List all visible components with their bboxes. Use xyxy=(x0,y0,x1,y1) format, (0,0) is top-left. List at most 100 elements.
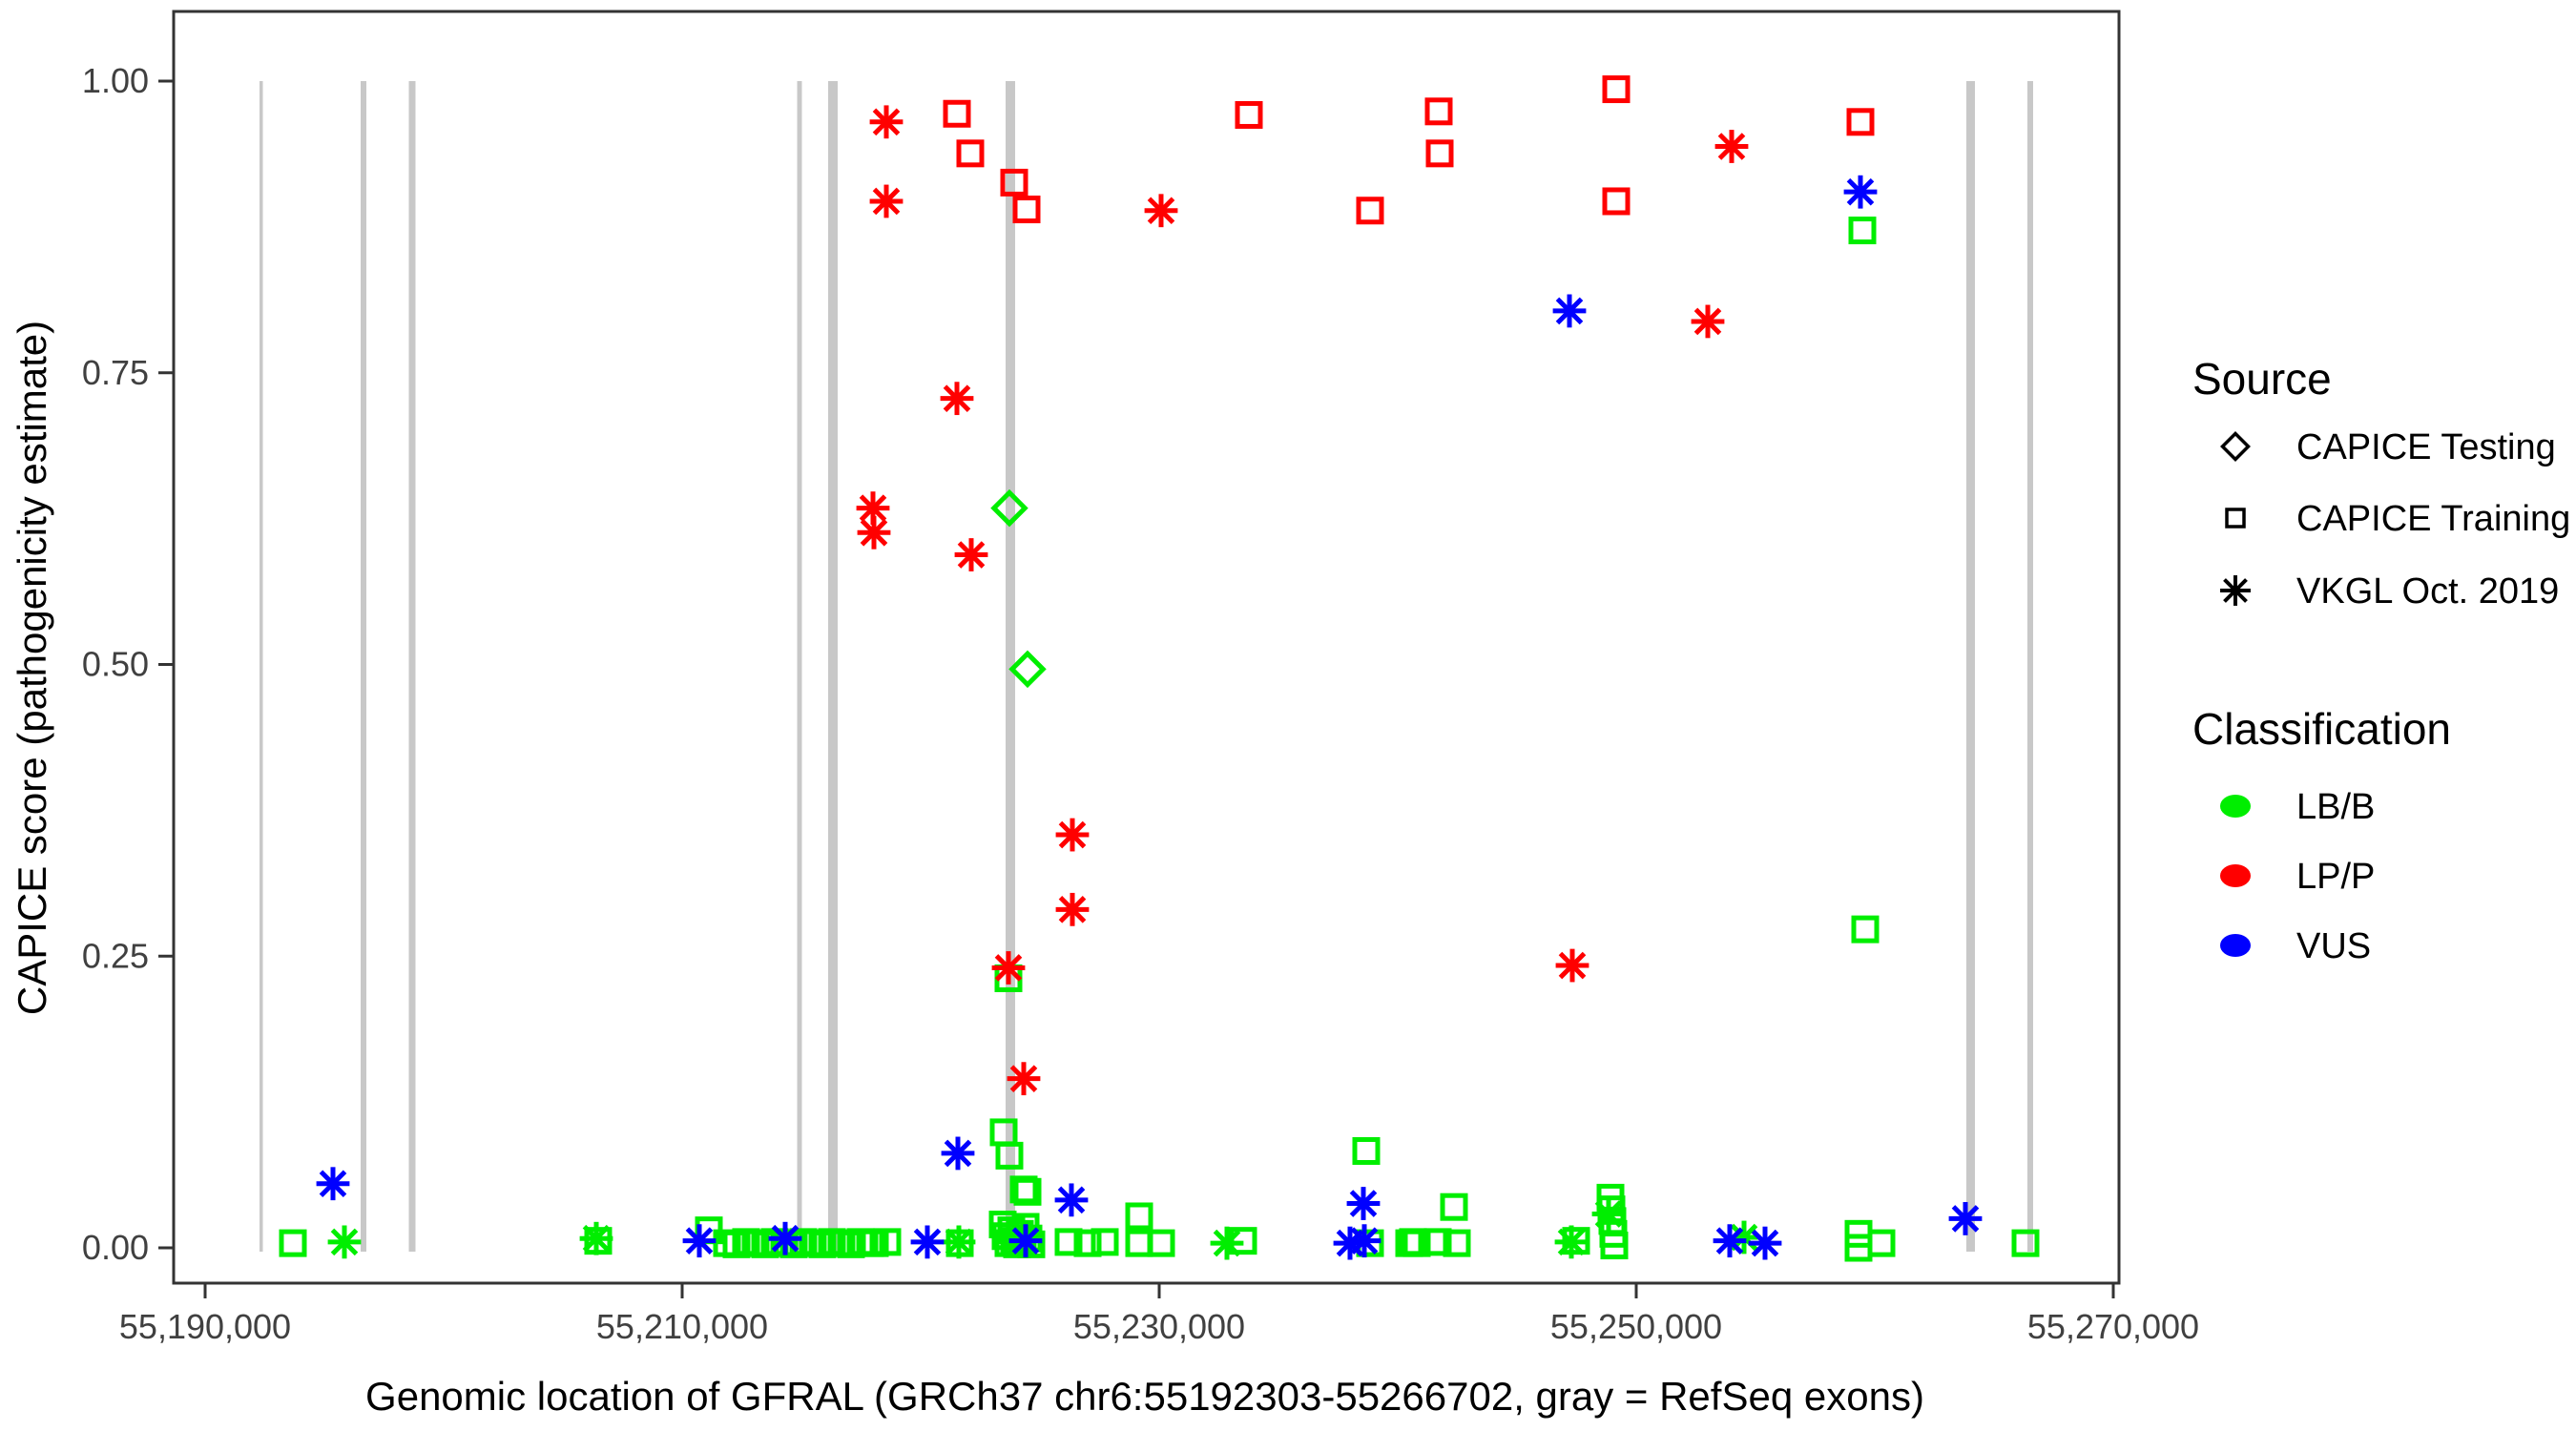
exon-bars-layer xyxy=(260,81,2033,1252)
vus-dot-icon xyxy=(2220,934,2251,957)
legend-classification-title: Classification xyxy=(2192,704,2451,754)
x-axis-title: Genomic location of GFRAL (GRCh37 chr6:5… xyxy=(365,1374,1924,1419)
data-point xyxy=(1210,1226,1244,1260)
data-point xyxy=(990,488,1028,528)
exon-bar xyxy=(1006,81,1015,1252)
x-tick-label: 55,190,000 xyxy=(119,1307,291,1346)
data-point xyxy=(1054,1228,1083,1256)
data-point xyxy=(1055,818,1090,852)
exon-bar xyxy=(2027,81,2033,1252)
capice-training-square-icon xyxy=(2225,508,2246,529)
data-point xyxy=(2220,575,2251,606)
data-point xyxy=(682,1224,717,1258)
data-point xyxy=(943,99,971,128)
x-tick-label: 55,210,000 xyxy=(596,1307,768,1346)
plot-panel xyxy=(172,10,2121,1285)
data-point xyxy=(1012,196,1041,224)
data-point xyxy=(1125,1202,1153,1231)
exon-bar xyxy=(828,81,838,1252)
data-point xyxy=(869,184,904,218)
y-tick-label: 0.75 xyxy=(82,353,149,392)
data-point xyxy=(1843,175,1878,209)
data-point xyxy=(1851,915,1880,944)
data-point xyxy=(1007,1062,1041,1096)
x-tick-label: 55,230,000 xyxy=(1073,1307,1245,1346)
data-point xyxy=(1600,1232,1629,1260)
data-point xyxy=(1713,1224,1747,1258)
data-point xyxy=(940,382,974,416)
data-point xyxy=(1867,1229,1896,1257)
axis-ticks-layer: 55,190,000 55,210,000 55,230,000 55,250,000… xyxy=(82,61,2199,1346)
data-point xyxy=(1748,1226,1782,1260)
x-tick-label: 55,250,000 xyxy=(1550,1307,1722,1346)
legend-classification: Classification LB/B LP/P VUS xyxy=(2192,704,2451,966)
data-point xyxy=(2225,508,2246,529)
y-tick-label: 0.00 xyxy=(82,1228,149,1267)
data-point xyxy=(1091,1228,1119,1256)
exon-bar xyxy=(797,81,802,1252)
data-point xyxy=(1147,1229,1175,1257)
data-point xyxy=(941,1136,975,1171)
data-point xyxy=(768,1221,802,1255)
data-point xyxy=(1356,197,1384,225)
x-tick-label: 55,270,000 xyxy=(2027,1307,2199,1346)
data-point xyxy=(1848,217,1877,245)
data-point xyxy=(1008,1224,1043,1258)
data-point xyxy=(873,1228,902,1256)
data-point xyxy=(1440,1192,1468,1221)
y-tick-label: 1.00 xyxy=(82,61,149,100)
data-point xyxy=(857,515,891,550)
data-point xyxy=(1054,1183,1089,1217)
data-point xyxy=(1425,139,1454,168)
data-point xyxy=(995,1141,1024,1170)
data-point xyxy=(1073,1229,1102,1257)
data-point xyxy=(1423,1228,1452,1256)
data-point xyxy=(1424,97,1453,126)
lpp-dot-icon xyxy=(2220,864,2251,887)
data-point xyxy=(1691,304,1725,339)
exon-bar xyxy=(361,81,366,1252)
legend-source-title: Source xyxy=(2192,354,2332,404)
exon-bar xyxy=(1966,81,1975,1252)
data-point xyxy=(1346,1187,1381,1220)
legend-item-lbb: LB/B xyxy=(2296,787,2375,827)
data-point xyxy=(1714,130,1749,163)
data-point xyxy=(316,1167,350,1201)
data-point xyxy=(1347,1224,1381,1258)
data-point xyxy=(1144,194,1178,228)
data-point xyxy=(910,1225,945,1259)
lbb-dot-icon xyxy=(2220,795,2251,818)
data-point xyxy=(2220,431,2251,462)
legend-item-capice-training: CAPICE Training xyxy=(2296,499,2570,539)
legend-item-lpp: LP/P xyxy=(2296,857,2375,897)
data-point xyxy=(1235,100,1263,129)
data-point xyxy=(579,1221,613,1255)
y-tick-label: 0.50 xyxy=(82,645,149,684)
capice-testing-diamond-icon xyxy=(2220,431,2251,462)
data-point xyxy=(1352,1136,1381,1165)
data-point xyxy=(1013,1177,1042,1206)
y-axis-title: CAPICE score (pathogenicity estimate) xyxy=(10,321,54,1015)
data-point xyxy=(1055,892,1090,926)
vkgl-asterisk-icon xyxy=(2220,575,2251,606)
data-point xyxy=(869,105,904,139)
data-point xyxy=(1602,187,1631,216)
exon-bar xyxy=(408,81,416,1252)
legend-item-vkgl: VKGL Oct. 2019 xyxy=(2296,571,2559,612)
data-point xyxy=(279,1229,307,1257)
legend-source: Source CAPICE Testing CAPICE Training VK… xyxy=(2192,354,2570,612)
data-point xyxy=(956,139,985,168)
data-point xyxy=(327,1225,362,1259)
data-points-layer xyxy=(279,75,2040,1262)
data-point xyxy=(1552,294,1587,328)
data-point xyxy=(1443,1229,1471,1257)
data-point xyxy=(954,538,988,571)
data-point xyxy=(1591,1197,1626,1231)
data-point xyxy=(1846,108,1875,136)
exon-bar xyxy=(260,81,263,1252)
data-point xyxy=(2011,1229,2040,1257)
y-tick-label: 0.25 xyxy=(82,936,149,975)
data-point xyxy=(942,1225,976,1259)
